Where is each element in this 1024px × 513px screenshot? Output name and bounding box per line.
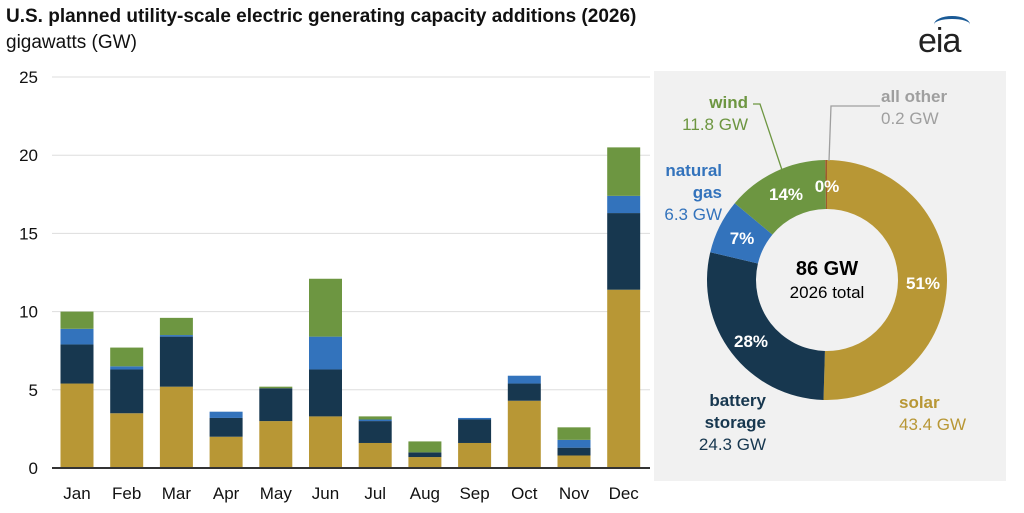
- bar-natural-gas-sep: [458, 417, 492, 420]
- callout-name: storage: [705, 413, 766, 432]
- callout-value: 43.4 GW: [899, 415, 966, 434]
- x-tick-label: May: [260, 484, 293, 503]
- callout-value: 6.3 GW: [664, 205, 722, 224]
- callout-value: 24.3 GW: [699, 435, 766, 454]
- x-tick-label: Feb: [112, 484, 141, 503]
- bar-wind-jan: [60, 311, 94, 329]
- bar-solar-sep: [458, 442, 492, 468]
- bar-solar-dec: [607, 289, 641, 468]
- slice-pct-label: 14%: [769, 185, 803, 204]
- bar-wind-jul: [358, 416, 392, 420]
- callout-value: 11.8 GW: [682, 115, 748, 134]
- all-other-leader-line: [828, 105, 880, 162]
- bar-natural-gas-jul: [358, 419, 392, 422]
- y-tick-label: 10: [19, 303, 38, 322]
- bar-natural-gas-jan: [60, 328, 94, 345]
- bar-battery-storage-jan: [60, 344, 94, 384]
- bar-natural-gas-jun: [309, 336, 342, 370]
- donut-slice-all-other: [825, 160, 827, 210]
- bar-natural-gas-dec: [607, 195, 641, 214]
- y-tick-label: 5: [29, 381, 38, 400]
- bar-natural-gas-feb: [110, 366, 144, 370]
- bar-wind-dec: [607, 147, 641, 196]
- donut-slice-natural-gas: [710, 203, 773, 264]
- x-tick-label: Apr: [213, 484, 240, 503]
- bar-wind-nov: [557, 427, 591, 440]
- x-tick-label: Sep: [459, 484, 489, 503]
- slice-pct-label: 0%: [815, 177, 840, 196]
- bar-battery-storage-apr: [209, 417, 243, 437]
- bar-natural-gas-nov: [557, 439, 591, 448]
- bar-battery-storage-jun: [309, 369, 342, 417]
- bar-battery-storage-sep: [458, 419, 492, 443]
- callout-name: natural: [665, 161, 722, 180]
- callout-name: battery: [709, 391, 766, 410]
- bar-solar-feb: [110, 413, 144, 468]
- callout-name: solar: [899, 393, 940, 412]
- bar-battery-storage-may: [259, 388, 293, 422]
- y-tick-label: 0: [29, 459, 38, 478]
- x-tick-label: Aug: [410, 484, 440, 503]
- bar-battery-storage-jul: [358, 421, 392, 443]
- bar-solar-mar: [159, 386, 193, 468]
- eia-logo: eia: [918, 16, 970, 61]
- bar-natural-gas-mar: [159, 335, 193, 337]
- slice-pct-label: 28%: [734, 332, 768, 351]
- bar-wind-aug: [408, 441, 442, 453]
- donut-slice-wind: [734, 160, 826, 235]
- bar-wind-feb: [110, 347, 144, 367]
- x-tick-label: Dec: [609, 484, 640, 503]
- x-tick-label: Mar: [162, 484, 192, 503]
- slice-pct-label: 7%: [730, 229, 755, 248]
- y-tick-label: 20: [19, 146, 38, 165]
- donut-slice-solar: [823, 160, 947, 400]
- bar-battery-storage-dec: [607, 213, 641, 290]
- bar-battery-storage-feb: [110, 369, 144, 414]
- bar-solar-jun: [309, 416, 342, 468]
- chart-subtitle: gigawatts (GW): [6, 32, 137, 53]
- bar-wind-may: [259, 386, 293, 389]
- y-tick-label: 25: [19, 68, 38, 87]
- wind-leader-line: [753, 103, 783, 171]
- x-tick-label: Jan: [63, 484, 90, 503]
- x-tick-label: Nov: [559, 484, 590, 503]
- bar-wind-jun: [309, 278, 342, 337]
- bar-natural-gas-apr: [209, 411, 243, 418]
- callout-name: wind: [708, 93, 748, 112]
- chart-title: U.S. planned utility-scale electric gene…: [6, 6, 637, 27]
- bar-solar-nov: [557, 455, 591, 468]
- bar-solar-apr: [209, 436, 243, 468]
- bar-solar-aug: [408, 457, 442, 468]
- slice-pct-label: 51%: [906, 274, 940, 293]
- x-tick-label: Jul: [364, 484, 386, 503]
- donut-slice-battery-storage: [707, 252, 825, 400]
- bar-natural-gas-oct: [507, 375, 541, 384]
- callout-name: gas: [693, 183, 722, 202]
- x-tick-label: Jun: [312, 484, 339, 503]
- callout-name: all other: [881, 87, 948, 106]
- donut-center-value: 86 GW: [796, 258, 858, 280]
- bar-solar-may: [259, 421, 293, 468]
- callout-value: 0.2 GW: [881, 109, 939, 128]
- bar-battery-storage-nov: [557, 447, 591, 456]
- bar-solar-jul: [358, 442, 392, 468]
- donut-center-label: 2026 total: [790, 283, 865, 302]
- bar-wind-mar: [159, 317, 193, 336]
- bar-solar-jan: [60, 383, 94, 468]
- x-tick-label: Oct: [511, 484, 538, 503]
- bar-solar-oct: [507, 400, 541, 468]
- bar-battery-storage-mar: [159, 336, 193, 387]
- bar-battery-storage-oct: [507, 383, 541, 401]
- bar-battery-storage-aug: [408, 452, 442, 458]
- y-tick-label: 15: [19, 224, 38, 243]
